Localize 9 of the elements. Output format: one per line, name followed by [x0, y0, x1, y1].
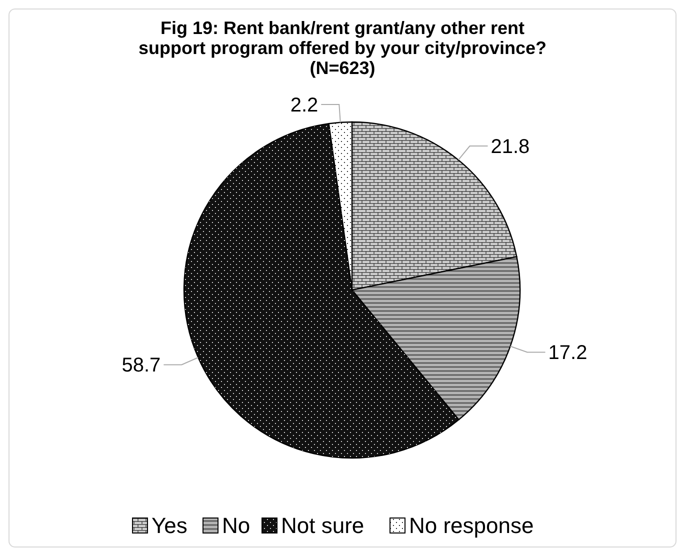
chart-title: Fig 19: Rent bank/rent grant/any other rent support program offered by your city/province? (N=623): [138, 18, 547, 78]
data-label: 17.2: [548, 342, 588, 364]
data-label: 2.2: [290, 94, 318, 116]
legend-label: No response: [409, 513, 534, 538]
data-label: 58.7: [122, 354, 161, 377]
legend-label: Not sure: [281, 513, 364, 538]
legend-label: No: [222, 513, 250, 538]
data-label: 21.8: [490, 136, 530, 158]
legend-label: Yes: [152, 513, 188, 538]
